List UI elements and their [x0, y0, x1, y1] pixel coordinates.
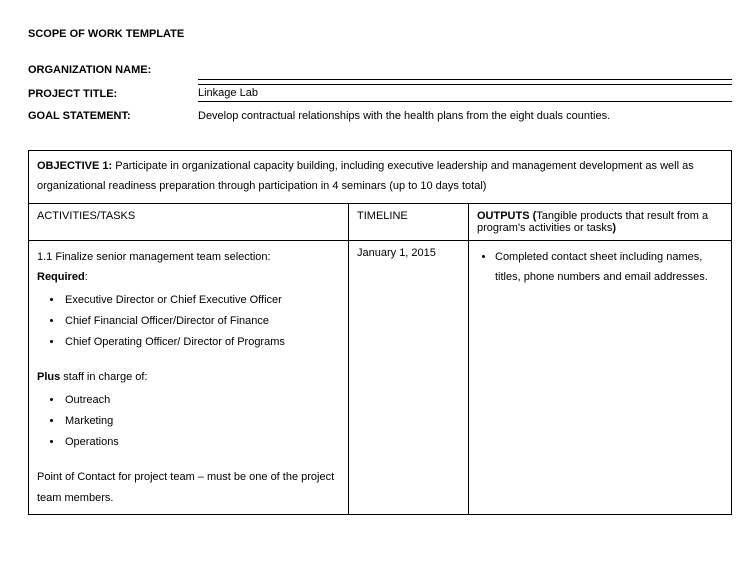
goal-value: Develop contractual relationships with t… [198, 110, 610, 122]
document-page: SCOPE OF WORK TEMPLATE ORGANIZATION NAME… [0, 0, 754, 535]
required-colon: : [85, 271, 88, 283]
objective-cell: OBJECTIVE 1: Participate in organization… [29, 151, 732, 204]
header-block: ORGANIZATION NAME: PROJECT TITLE: Linkag… [28, 62, 732, 122]
activities-content: 1.1 Finalize senior management team sele… [37, 247, 340, 509]
outputs-list: Completed contact sheet including names,… [477, 247, 723, 289]
list-item: Outreach [63, 390, 340, 411]
required-line: Required: [37, 267, 340, 288]
objective-row: OBJECTIVE 1: Participate in organization… [29, 151, 732, 204]
col-timeline-header: TIMELINE [349, 203, 469, 240]
col-outputs-header: OUTPUTS (Tangible products that result f… [469, 203, 732, 240]
plus-list: Outreach Marketing Operations [37, 390, 340, 453]
list-item: Chief Operating Officer/ Director of Pro… [63, 332, 340, 353]
table-row: 1.1 Finalize senior management team sele… [29, 240, 732, 515]
list-item: Marketing [63, 411, 340, 432]
org-label: ORGANIZATION NAME: [28, 62, 198, 76]
document-title: SCOPE OF WORK TEMPLATE [28, 28, 732, 40]
objective-table: OBJECTIVE 1: Participate in organization… [28, 150, 732, 515]
activities-cell: 1.1 Finalize senior management team sele… [29, 240, 349, 515]
list-item: Chief Financial Officer/Director of Fina… [63, 311, 340, 332]
list-item: Executive Director or Chief Executive Of… [63, 290, 340, 311]
spacer [37, 455, 340, 467]
outputs-suffix: ) [612, 222, 616, 234]
plus-text: staff in charge of: [60, 371, 147, 383]
required-list: Executive Director or Chief Executive Of… [37, 290, 340, 353]
column-header-row: ACTIVITIES/TASKS TIMELINE OUTPUTS (Tangi… [29, 203, 732, 240]
list-item: Completed contact sheet including names,… [495, 247, 723, 289]
goal-row: GOAL STATEMENT: Develop contractual rela… [28, 108, 732, 122]
goal-label: GOAL STATEMENT: [28, 108, 198, 122]
outputs-content: Completed contact sheet including names,… [477, 247, 723, 289]
org-value [198, 64, 732, 80]
goal-value-wrap: Develop contractual relationships with t… [198, 108, 732, 122]
outputs-cell: Completed contact sheet including names,… [469, 240, 732, 515]
project-label: PROJECT TITLE: [28, 86, 198, 100]
list-item: Operations [63, 432, 340, 453]
required-label: Required [37, 271, 85, 283]
org-value-wrap [198, 62, 732, 80]
plus-prefix: Plus [37, 371, 60, 383]
project-value: Linkage Lab [198, 87, 258, 99]
col-activities-header: ACTIVITIES/TASKS [29, 203, 349, 240]
poc-text: Point of Contact for project team – must… [37, 467, 340, 509]
org-row: ORGANIZATION NAME: [28, 62, 732, 80]
objective-body: Participate in organizational capacity b… [37, 160, 694, 192]
outputs-prefix: OUTPUTS ( [477, 210, 536, 222]
project-row: PROJECT TITLE: Linkage Lab [28, 86, 732, 102]
project-value-wrap: Linkage Lab [198, 84, 732, 102]
timeline-cell: January 1, 2015 [349, 240, 469, 515]
task-line: 1.1 Finalize senior management team sele… [37, 247, 340, 268]
plus-line: Plus staff in charge of: [37, 367, 340, 388]
objective-label: OBJECTIVE 1: [37, 160, 112, 172]
spacer [37, 355, 340, 367]
